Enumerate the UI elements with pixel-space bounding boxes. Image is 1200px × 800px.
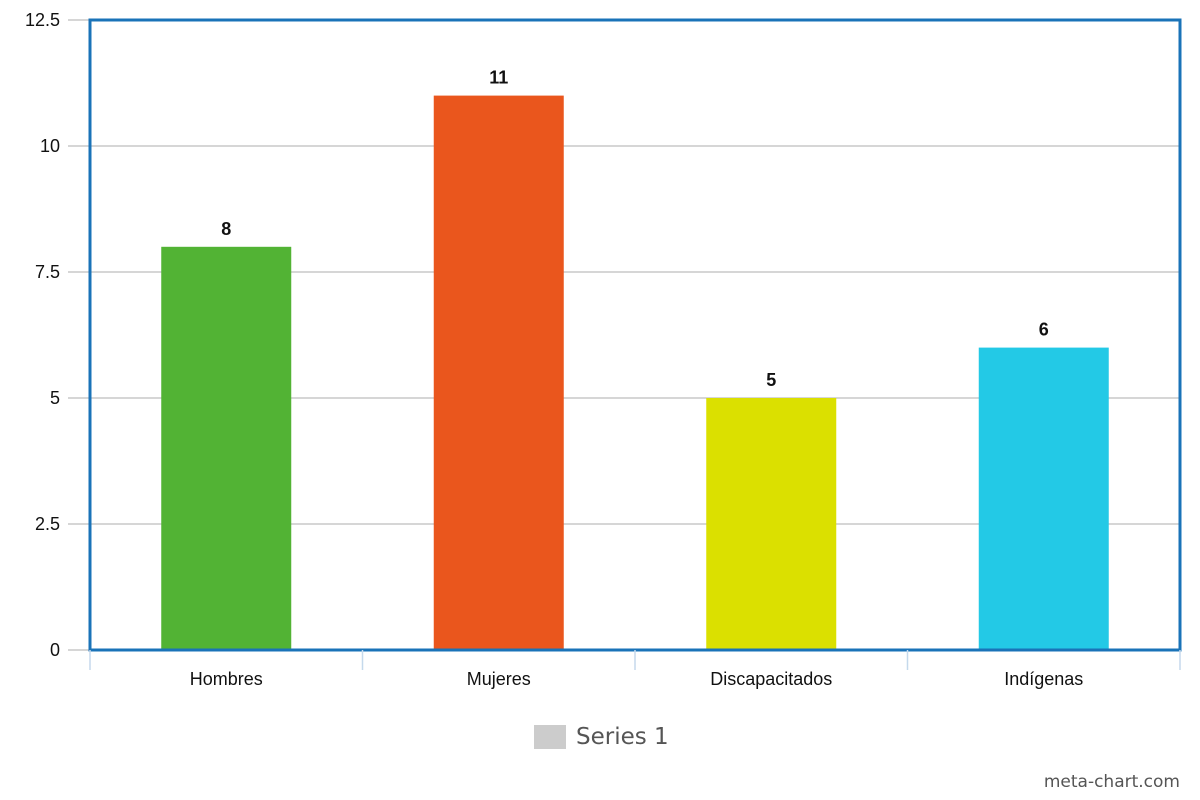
y-tick-label: 7.5 — [35, 262, 60, 282]
data-label: 6 — [1039, 320, 1049, 340]
bar — [161, 246, 292, 651]
data-labels: 8 11 5 6 — [221, 68, 1049, 390]
x-tick-label: Discapacitados — [710, 669, 832, 689]
data-label: 8 — [221, 219, 231, 239]
y-tick-label: 12.5 — [25, 10, 60, 30]
x-tick-label: Hombres — [190, 669, 263, 689]
y-tick-label: 2.5 — [35, 514, 60, 534]
data-label: 5 — [766, 370, 776, 390]
bar — [433, 95, 564, 651]
data-label: 11 — [489, 68, 508, 88]
y-tick-label: 5 — [50, 388, 60, 408]
x-tick-label: Mujeres — [467, 669, 531, 689]
x-axis: Hombres Mujeres Discapacitados Indígenas — [89, 650, 1181, 689]
y-axis-ticks: 0 2.5 5 7.5 10 12.5 — [25, 10, 90, 660]
y-tick-label: 0 — [50, 640, 60, 660]
bar — [978, 347, 1109, 650]
bars — [161, 95, 1109, 651]
bar — [706, 398, 837, 650]
legend: Series 1 — [534, 724, 669, 750]
watermark: meta-chart.com — [1043, 772, 1180, 792]
x-tick-label: Indígenas — [1004, 669, 1083, 689]
y-tick-label: 10 — [40, 136, 60, 156]
legend-swatch — [534, 725, 566, 749]
legend-label: Series 1 — [576, 724, 669, 750]
